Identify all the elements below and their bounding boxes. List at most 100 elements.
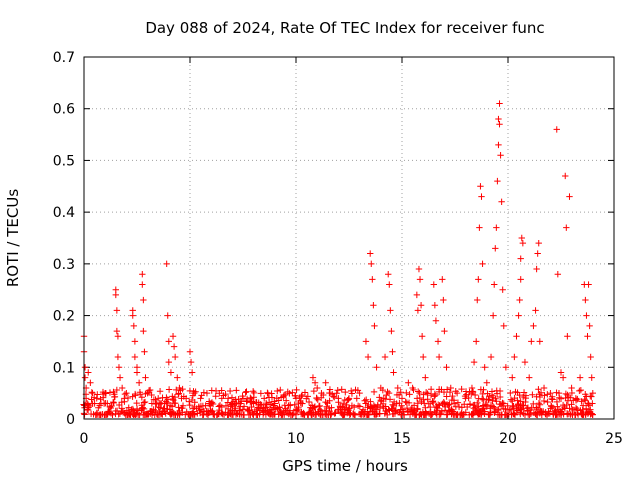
data-point <box>140 327 147 335</box>
data-point <box>370 388 378 396</box>
data-point <box>342 388 349 396</box>
y-tick-label: 0 <box>66 412 75 428</box>
plot-frame <box>83 56 615 420</box>
data-point <box>240 403 248 410</box>
data-point <box>502 406 509 413</box>
data-point <box>586 322 593 330</box>
data-point <box>326 386 334 393</box>
data-point <box>535 400 543 407</box>
data-point <box>566 405 573 412</box>
data-point <box>140 296 147 304</box>
data-point <box>172 400 179 407</box>
data-point <box>526 411 533 419</box>
data-point <box>192 388 199 395</box>
data-point <box>109 398 117 406</box>
data-point <box>466 400 474 408</box>
y-tick-label: 0.6 <box>53 102 75 118</box>
data-point <box>485 396 492 404</box>
data-point <box>587 353 594 361</box>
data-point <box>465 394 472 402</box>
data-point <box>514 397 521 404</box>
data-point <box>414 307 422 314</box>
data-point <box>554 271 562 278</box>
data-point <box>168 403 176 410</box>
data-point <box>491 409 498 416</box>
data-point <box>386 396 394 403</box>
data-point <box>437 411 444 418</box>
data-points <box>80 100 596 419</box>
data-point <box>89 389 96 397</box>
data-point <box>473 338 480 345</box>
data-point <box>212 387 220 395</box>
data-point <box>387 307 394 314</box>
data-point <box>563 224 570 231</box>
data-point <box>295 405 302 413</box>
data-point <box>224 399 232 406</box>
data-point <box>386 281 393 288</box>
data-point <box>257 401 264 408</box>
data-point <box>535 239 542 247</box>
data-point <box>388 327 395 335</box>
data-point <box>88 389 96 396</box>
data-point <box>165 338 172 345</box>
data-point <box>247 399 254 406</box>
data-point <box>286 390 293 397</box>
data-point <box>568 401 575 408</box>
data-point <box>520 410 527 417</box>
data-point <box>489 403 497 410</box>
data-point <box>364 353 372 361</box>
data-point <box>446 388 454 396</box>
data-point <box>175 404 182 411</box>
data-point <box>566 193 573 200</box>
x-tick-label: 15 <box>393 431 411 447</box>
data-point <box>356 403 364 410</box>
data-point <box>573 406 581 413</box>
data-point <box>335 398 342 406</box>
data-point <box>138 394 146 401</box>
data-point <box>403 389 410 397</box>
data-point <box>518 406 525 413</box>
data-point <box>496 387 504 395</box>
data-point <box>478 395 486 402</box>
data-point <box>432 317 440 324</box>
data-point <box>507 389 514 397</box>
data-point <box>497 152 504 159</box>
data-point <box>298 400 306 407</box>
data-point <box>133 369 141 376</box>
data-point <box>136 389 144 396</box>
data-point <box>400 411 408 419</box>
data-point <box>142 374 149 381</box>
data-point <box>110 399 118 407</box>
data-point <box>248 398 256 405</box>
data-point <box>218 403 225 411</box>
data-point <box>574 395 581 403</box>
data-point <box>534 250 541 257</box>
data-point <box>112 291 119 299</box>
data-point <box>289 389 296 396</box>
data-point <box>222 390 229 398</box>
data-point <box>156 388 164 395</box>
data-point <box>361 397 368 404</box>
data-point <box>458 385 465 393</box>
data-point <box>436 402 443 409</box>
data-point <box>481 364 488 371</box>
data-point <box>175 410 183 418</box>
y-tick-label: 0.3 <box>53 257 75 273</box>
data-point <box>588 374 595 381</box>
data-point <box>405 379 412 386</box>
data-point <box>142 390 149 398</box>
data-point <box>311 379 319 386</box>
data-point <box>547 389 554 397</box>
data-point <box>548 393 556 401</box>
data-point <box>521 358 529 366</box>
data-point <box>121 390 129 398</box>
data-point <box>543 411 551 419</box>
data-point <box>540 384 548 392</box>
data-point <box>446 401 453 408</box>
data-point <box>87 379 94 386</box>
data-point <box>282 397 290 404</box>
data-point <box>430 281 437 288</box>
data-point <box>81 374 89 381</box>
data-point <box>496 121 503 128</box>
data-point <box>369 276 376 283</box>
